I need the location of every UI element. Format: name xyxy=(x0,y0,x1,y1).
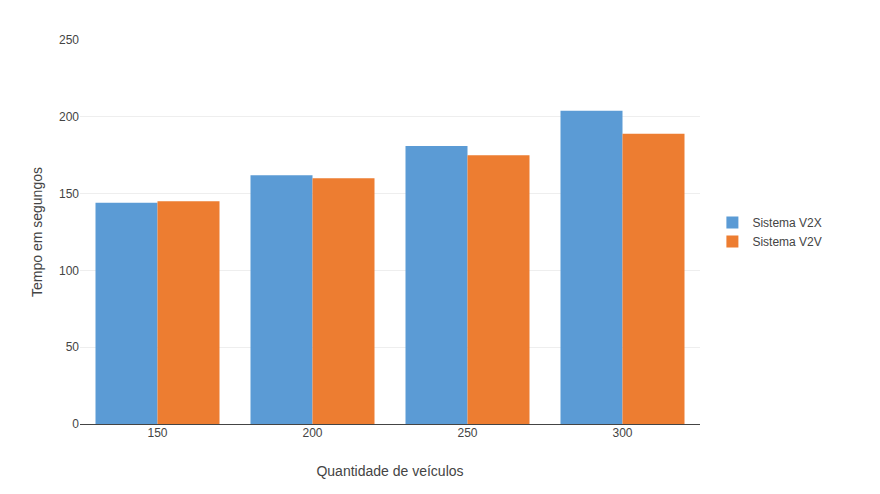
svg-text:0: 0 xyxy=(72,417,79,431)
svg-text:100: 100 xyxy=(59,264,79,278)
svg-text:Quantidade de veículos: Quantidade de veículos xyxy=(316,463,463,479)
svg-text:150: 150 xyxy=(147,426,167,440)
svg-text:200: 200 xyxy=(59,110,79,124)
svg-text:200: 200 xyxy=(302,426,322,440)
svg-text:Sistema V2V: Sistema V2V xyxy=(752,235,821,249)
svg-text:300: 300 xyxy=(612,426,632,440)
svg-text:Sistema V2X: Sistema V2X xyxy=(752,216,821,230)
svg-text:50: 50 xyxy=(66,340,80,354)
svg-text:250: 250 xyxy=(59,33,79,47)
svg-text:250: 250 xyxy=(457,426,477,440)
svg-text:Tempo em segungos: Tempo em segungos xyxy=(29,167,45,297)
svg-text:150: 150 xyxy=(59,187,79,201)
